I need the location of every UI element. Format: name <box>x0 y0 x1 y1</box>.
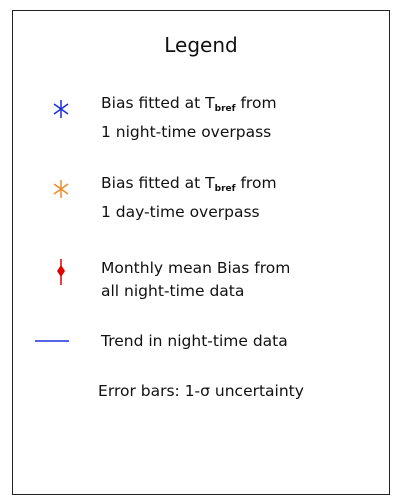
entry-text: from <box>235 174 277 192</box>
legend-box: Legend Bias fitted at Tbref from 1 night… <box>12 10 390 495</box>
legend-entry: Bias fitted at Tbref from 1 day-time ove… <box>101 172 277 224</box>
entry-subscript: bref <box>214 104 236 114</box>
blue-trend-line <box>35 340 69 342</box>
entry-line: 1 night-time overpass <box>101 123 272 141</box>
entry-text: Bias fitted at T <box>101 174 215 192</box>
legend-title: Legend <box>164 33 238 57</box>
blue-asterisk <box>53 100 69 118</box>
entry-line: 1 day-time overpass <box>101 203 260 221</box>
entry-text: from <box>235 94 277 112</box>
legend-entry: Bias fitted at Tbref from 1 night-time o… <box>101 92 277 144</box>
footnote: Error bars: 1-σ uncertainty <box>98 382 304 400</box>
orange-asterisk <box>53 180 69 198</box>
entry-line: Monthly mean Bias from <box>101 259 291 277</box>
entry-subscript: bref <box>214 184 236 194</box>
entry-line: all night-time data <box>101 282 245 300</box>
legend-entry: Trend in night-time data <box>101 330 288 353</box>
legend-entry: Monthly mean Bias from all night-time da… <box>101 257 290 303</box>
entry-line: Trend in night-time data <box>101 332 288 350</box>
entry-text: Bias fitted at T <box>101 94 215 112</box>
red-diamond-errorbar <box>57 259 65 285</box>
